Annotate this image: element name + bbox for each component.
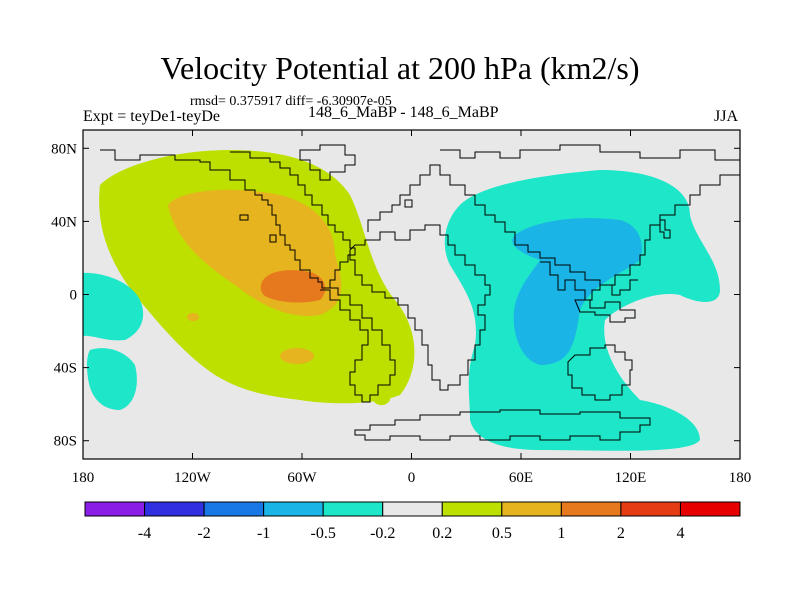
coastline-antarctica [354,409,651,441]
coastline-japan [659,219,671,239]
coastline-australia [567,344,633,401]
colorbar-label: 4 [676,525,684,542]
colorbar-swatch [203,501,265,517]
coastline-north-america [100,149,356,289]
colorbar: -4 -2 -1 -0.5 -0.2 0.2 0.5 1 2 4 [84,501,741,542]
y-tick-label: 80S [54,434,77,450]
colorbar-label: 0.5 [492,525,512,542]
positive-region-core [260,270,326,303]
x-tick-label: 120W [174,470,212,486]
period-label: 148_6_MaBP - 148_6_MaBP [308,104,499,121]
chart-title: Velocity Potential at 200 hPa (km2/s) [160,50,640,86]
negative-region-west-pacific-lower [86,348,137,410]
contour-regions [83,150,720,451]
colorbar-label: 1 [557,525,565,542]
colorbar-swatch [620,501,681,517]
positive-region-inner-south [280,348,314,364]
colorbar-label: -0.2 [370,525,395,542]
coastline-small-islands [239,199,413,243]
x-tick-label: 180 [72,470,95,486]
colorbar-swatch [382,501,443,517]
colorbar-label: -2 [197,525,210,542]
season-label: JJA [714,108,739,125]
coastline-africa [349,224,491,391]
axes: 180 120W 60W 0 60E 120E 180 80N 40N 0 40S 80S [51,130,751,486]
colorbar-label: 2 [617,525,625,542]
colorbar-swatch [322,501,384,517]
colorbar-label: -1 [257,525,270,542]
colorbar-swatch [263,501,324,517]
coastlines [100,144,740,441]
x-tick-label: 60E [509,470,533,486]
x-tick-label: 0 [408,470,416,486]
x-tick-label: 60W [287,470,317,486]
y-tick-label: 40S [54,361,77,377]
coastline-greenland [299,144,356,181]
x-tick-label: 180 [729,470,752,486]
negative-region-inner [512,218,642,365]
negative-region-west-pacific [83,272,144,341]
y-tick-label: 40N [51,214,77,230]
positive-region-small-patch [372,390,391,406]
coastline-south-america [320,287,396,403]
colorbar-swatch [560,501,622,517]
y-tick-label: 0 [70,288,78,304]
colorbar-swatch [84,501,146,517]
x-tick-label: 120E [615,470,647,486]
colorbar-swatch [679,501,741,517]
colorbar-swatch [144,501,205,517]
experiment-label: Expt = teyDe1-teyDe [83,108,220,125]
colorbar-label: 0.2 [432,525,452,542]
y-tick-label: 80N [51,141,77,157]
colorbar-label: -4 [138,525,151,542]
rmsd-diff-stats: rmsd= 0.375917 diff= -6.30907e-05 [190,94,392,109]
colorbar-swatch [501,501,562,517]
colorbar-label: -0.5 [311,525,336,542]
colorbar-swatch [441,501,503,517]
coastline-indonesia [574,299,636,323]
positive-region-inner-dot [187,313,199,321]
